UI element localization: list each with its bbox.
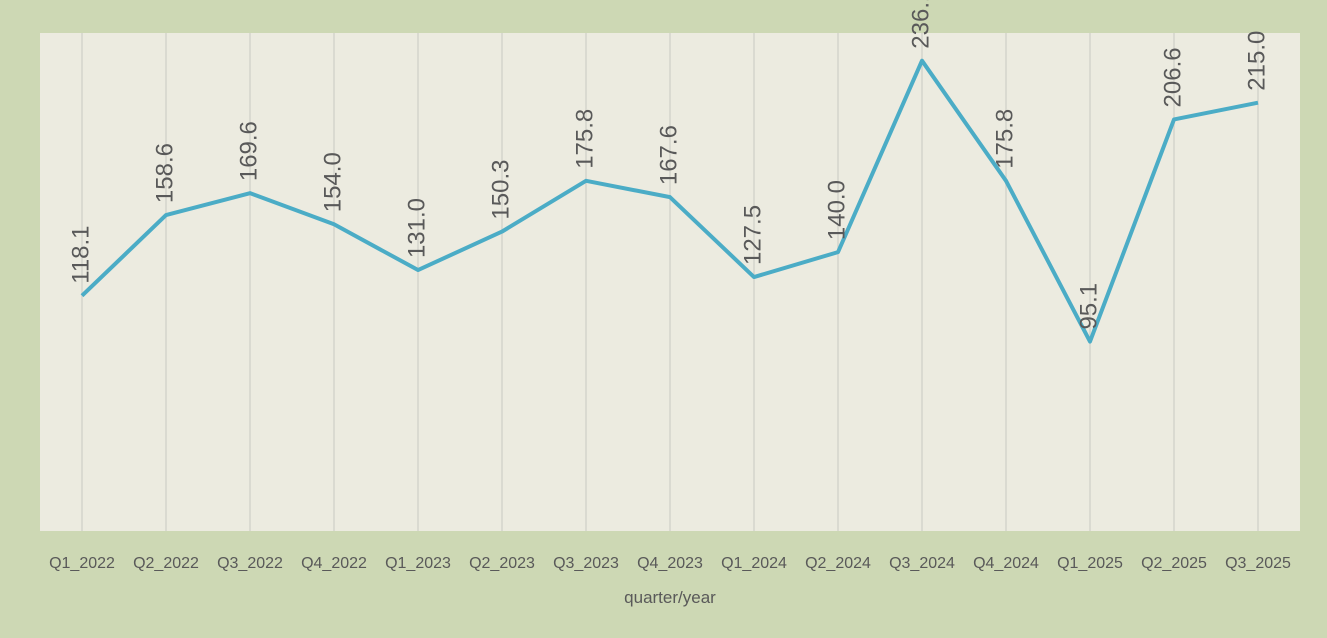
- data-label: 154.0: [319, 152, 346, 212]
- data-label: 169.6: [235, 121, 262, 181]
- x-tick-label: Q2_2025: [1141, 555, 1207, 572]
- data-label: 140.0: [823, 180, 850, 240]
- x-tick-label: Q1_2022: [49, 555, 115, 572]
- x-axis-title: quarter/year: [624, 588, 716, 607]
- data-label: 131.0: [403, 198, 430, 258]
- x-tick-label: Q3_2023: [553, 555, 619, 572]
- x-tick-label: Q2_2022: [133, 555, 199, 572]
- data-label: 118.1: [67, 225, 94, 283]
- x-tick-label: Q1_2023: [385, 555, 451, 572]
- x-tick-label: Q3_2025: [1225, 555, 1291, 572]
- x-tick-label: Q4_2023: [637, 555, 703, 572]
- data-label: 206.6: [1159, 47, 1186, 107]
- x-tick-label: Q2_2024: [805, 555, 871, 572]
- data-label: 236.1: [907, 0, 934, 49]
- x-tick-label: Q1_2024: [721, 555, 787, 572]
- x-tick-label: Q4_2022: [301, 555, 367, 572]
- data-label: 150.3: [487, 160, 514, 220]
- data-label: 175.8: [571, 109, 598, 169]
- x-tick-label: Q4_2024: [973, 555, 1039, 572]
- x-tick-label: Q1_2025: [1057, 555, 1123, 572]
- data-label: 175.8: [991, 109, 1018, 169]
- data-line: [80, 58, 1259, 344]
- data-label: 215.0: [1243, 31, 1270, 91]
- data-label: 95.1: [1075, 283, 1102, 330]
- x-tick-label: Q3_2024: [889, 555, 955, 572]
- data-label: 167.6: [655, 125, 682, 185]
- x-tick-label: Q2_2023: [469, 555, 535, 572]
- data-label: 158.6: [151, 143, 178, 203]
- x-tick-label: Q3_2022: [217, 555, 283, 572]
- data-label: 127.5: [739, 205, 766, 265]
